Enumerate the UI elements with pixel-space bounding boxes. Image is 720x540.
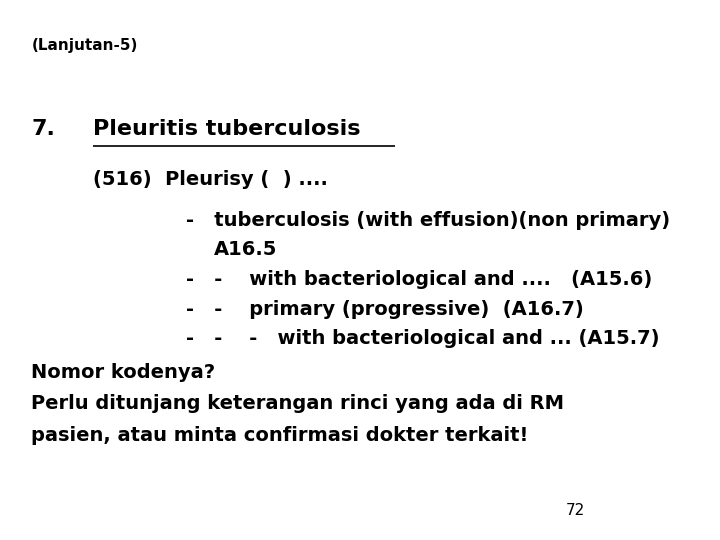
Text: -   -    with bacteriological and ....   (A15.6): - - with bacteriological and .... (A15.6… (186, 270, 652, 289)
Text: -   tuberculosis (with effusion)(non primary): - tuberculosis (with effusion)(non prima… (186, 211, 670, 229)
Text: pasien, atau minta confirmasi dokter terkait!: pasien, atau minta confirmasi dokter ter… (32, 426, 528, 444)
Text: (516)  Pleurisy (  ) ....: (516) Pleurisy ( ) .... (93, 170, 328, 189)
Text: Nomor kodenya?: Nomor kodenya? (32, 363, 215, 382)
Text: A16.5: A16.5 (214, 240, 277, 259)
Text: 7.: 7. (32, 119, 55, 139)
Text: -   -    -   with bacteriological and ... (A15.7): - - - with bacteriological and ... (A15.… (186, 329, 659, 348)
Text: -   -    primary (progressive)  (A16.7): - - primary (progressive) (A16.7) (186, 300, 583, 319)
Text: Perlu ditunjang keterangan rinci yang ada di RM: Perlu ditunjang keterangan rinci yang ad… (32, 394, 564, 413)
Text: 72: 72 (566, 503, 585, 518)
Text: Pleuritis tuberculosis: Pleuritis tuberculosis (93, 119, 361, 139)
Text: (Lanjutan-5): (Lanjutan-5) (32, 38, 138, 53)
